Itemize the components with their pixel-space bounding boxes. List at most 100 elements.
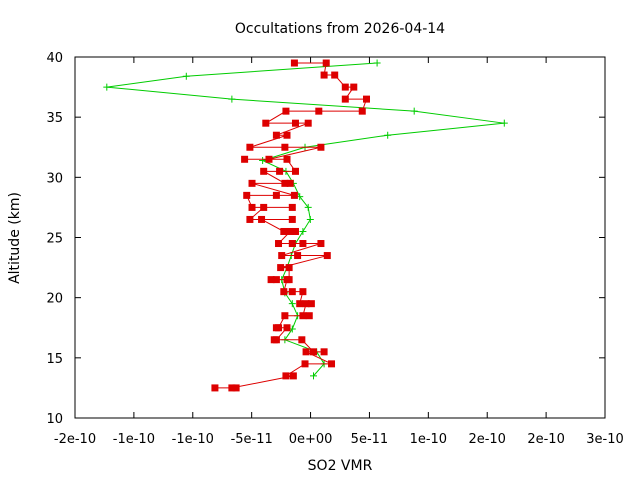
y-tick-label: 35	[46, 111, 63, 126]
data-point	[328, 360, 336, 368]
data-point	[283, 324, 291, 332]
x-tick-label: 2e-10	[527, 432, 565, 447]
data-point	[281, 312, 289, 320]
x-tick-label: -2e-10	[54, 432, 96, 447]
data-point	[302, 300, 310, 308]
data-point	[286, 179, 294, 187]
data-point	[246, 215, 254, 223]
data-point	[211, 384, 219, 392]
data-point	[103, 83, 111, 91]
data-point	[299, 240, 307, 248]
data-point	[323, 252, 331, 260]
data-point	[290, 59, 298, 67]
data-point	[272, 191, 280, 199]
data-point	[350, 83, 358, 91]
data-point	[310, 348, 317, 356]
data-point	[283, 131, 291, 139]
data-point	[281, 179, 289, 187]
data-point	[267, 276, 275, 284]
data-point	[290, 191, 298, 199]
data-point	[228, 384, 236, 392]
x-tick-label: 5e-11	[351, 432, 389, 447]
data-point	[320, 71, 328, 79]
data-point	[288, 300, 296, 308]
data-point	[373, 59, 381, 67]
y-axis-label: Altitude (km)	[7, 192, 23, 284]
data-point	[299, 312, 307, 320]
x-tick-label: 3e-10	[586, 432, 624, 447]
data-point	[363, 95, 370, 103]
y-tick-label: 30	[46, 171, 63, 186]
data-point	[265, 155, 273, 163]
data-point	[291, 119, 299, 127]
data-point	[280, 288, 288, 296]
data-point	[291, 227, 299, 235]
x-tick-label: -5e-11	[231, 432, 273, 447]
data-point	[281, 143, 289, 151]
data-point	[358, 107, 366, 115]
data-point	[286, 227, 294, 235]
data-point	[302, 348, 310, 356]
data-point	[304, 119, 312, 127]
data-point	[259, 156, 267, 164]
data-point	[277, 264, 285, 272]
data-point	[288, 215, 296, 223]
chart-title: Occultations from 2026-04-14	[235, 21, 445, 37]
data-point	[248, 203, 256, 211]
data-point	[307, 300, 315, 308]
data-point	[232, 384, 240, 392]
data-point	[305, 312, 313, 320]
y-tick-label: 40	[46, 51, 63, 66]
y-axis: 10 15 20 25 30 35 40	[46, 51, 605, 427]
data-point	[322, 59, 330, 67]
data-point	[248, 179, 256, 187]
data-point	[272, 131, 280, 139]
data-point	[285, 264, 293, 272]
x-tick-label: -1e-10	[172, 432, 214, 447]
data-point	[320, 348, 328, 356]
data-point	[260, 203, 268, 211]
y-tick-label: 15	[46, 352, 63, 367]
data-point	[341, 83, 349, 91]
x-tick-label: -1e-10	[113, 432, 155, 447]
series-line	[214, 62, 368, 389]
data-point	[384, 131, 392, 139]
data-point	[289, 372, 297, 380]
data-point	[262, 119, 270, 127]
data-point	[298, 336, 306, 344]
series-layer	[103, 59, 508, 392]
data-point	[272, 324, 280, 332]
data-point	[291, 167, 299, 175]
data-point	[282, 372, 290, 380]
x-axis-label: SO2 VMR	[308, 458, 373, 474]
y-tick-label: 10	[46, 412, 63, 427]
data-point	[276, 167, 284, 175]
data-point	[500, 119, 508, 127]
data-point	[288, 203, 296, 211]
data-point	[280, 227, 288, 235]
data-point	[294, 252, 302, 260]
x-axis: -2e-10 -1e-10 -1e-10 -5e-11 0e+00 5e-11 1e-10 2…	[54, 57, 624, 447]
data-point	[272, 276, 280, 284]
data-point	[317, 143, 325, 151]
series-line	[106, 62, 505, 377]
series-2	[211, 59, 370, 392]
data-point	[341, 95, 349, 103]
data-point	[246, 143, 254, 151]
data-point	[283, 276, 291, 284]
y-tick-label: 25	[46, 232, 63, 247]
data-point	[275, 240, 283, 248]
data-point	[296, 300, 304, 308]
data-point	[310, 372, 317, 380]
data-point	[288, 240, 296, 248]
data-point	[299, 288, 307, 296]
data-point	[182, 72, 190, 80]
data-point	[304, 203, 312, 211]
data-point	[317, 240, 325, 248]
data-point	[228, 95, 236, 103]
data-point	[299, 227, 307, 235]
data-point	[282, 107, 290, 115]
data-point	[301, 360, 309, 368]
data-point	[331, 71, 339, 79]
